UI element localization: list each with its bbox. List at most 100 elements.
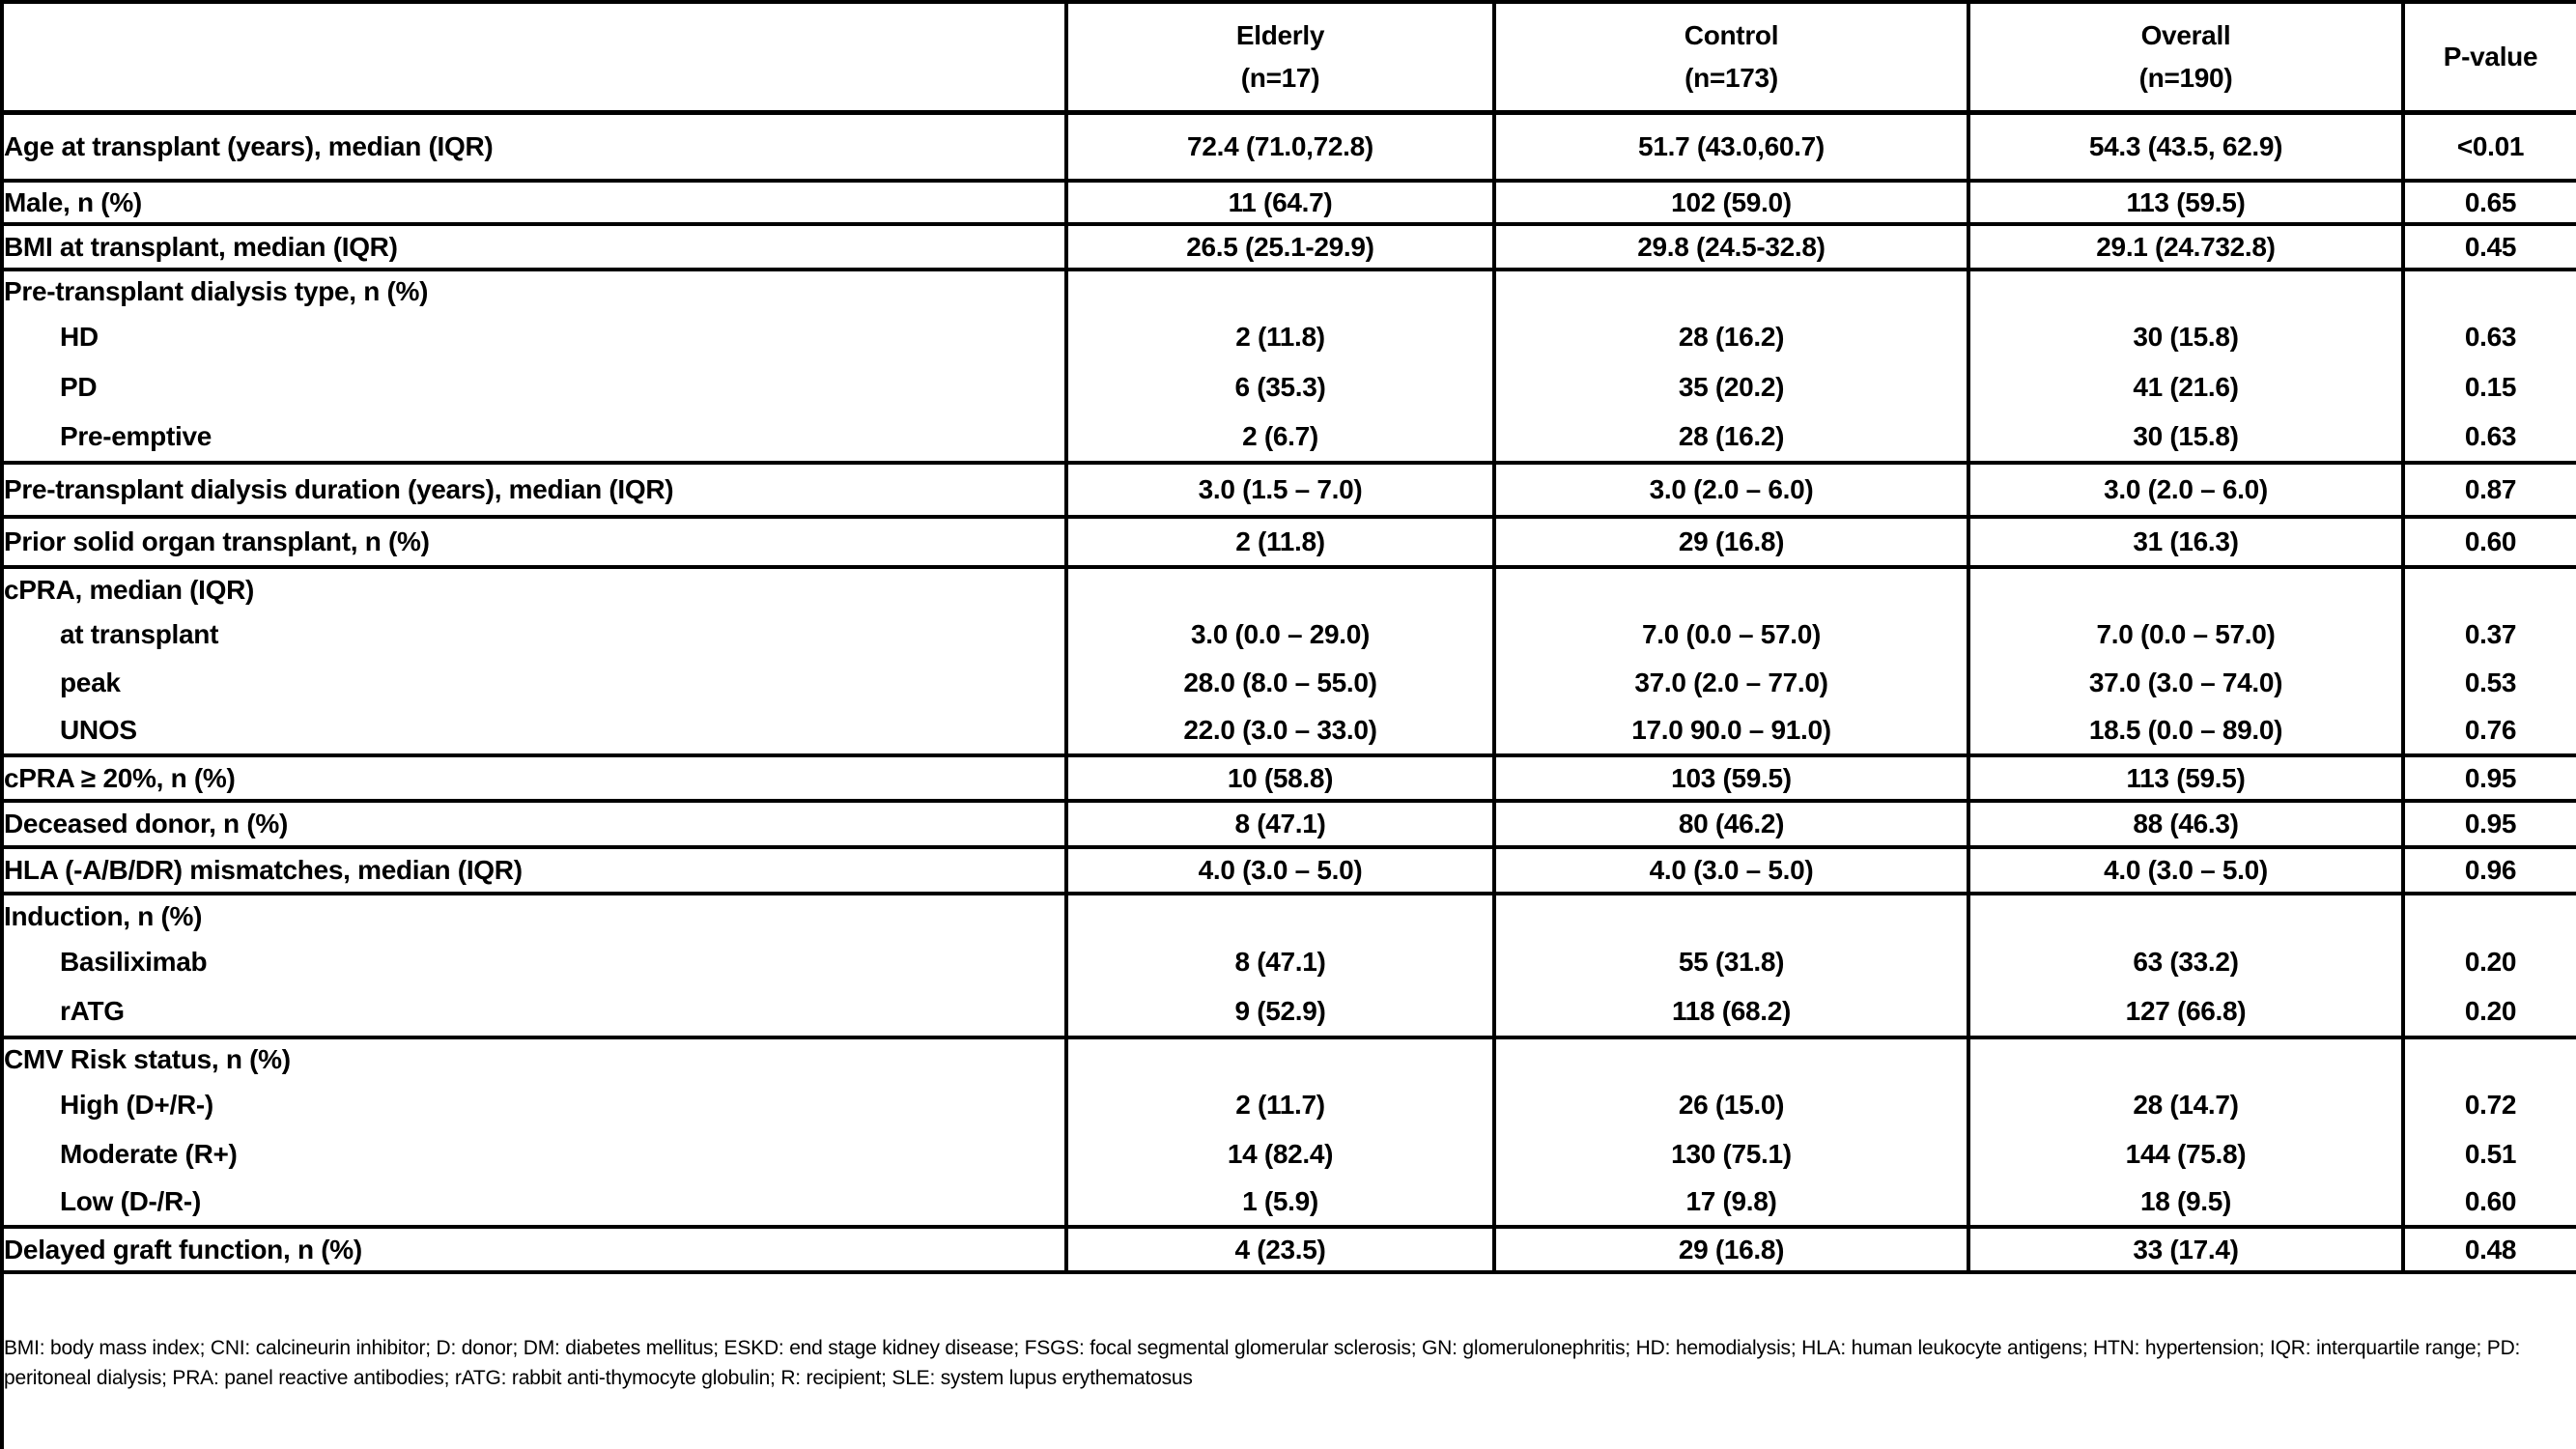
table-row: HLA (-A/B/DR) mismatches, median (IQR) 4… xyxy=(0,845,2576,894)
table-row: BMI at transplant, median (IQR) 26.5 (25… xyxy=(0,222,2576,270)
group-header-row: cPRA, median (IQR) xyxy=(0,565,2576,611)
table-subrow: UNOS 22.0 (3.0 – 33.0) 17.0 90.0 – 91.0)… xyxy=(0,707,2576,755)
cell-control: 17 (9.8) xyxy=(1492,1179,1970,1227)
table-subrow: PD 6 (35.3) 35 (20.2) 41 (21.6) 0.15 xyxy=(0,362,2576,412)
cell-empty xyxy=(1492,892,1970,937)
cell-overall: 18.5 (0.0 – 89.0) xyxy=(1967,707,2405,755)
row-label: peak xyxy=(0,659,1068,707)
cell-elderly: 10 (58.8) xyxy=(1064,753,1496,801)
cell-overall: 18 (9.5) xyxy=(1967,1179,2405,1227)
cell-elderly: 22.0 (3.0 – 33.0) xyxy=(1064,707,1496,755)
cell-control: 29.8 (24.5-32.8) xyxy=(1492,222,1970,270)
cell-control: 51.7 (43.0,60.7) xyxy=(1492,110,1970,181)
table-row: Prior solid organ transplant, n (%) 2 (1… xyxy=(0,515,2576,567)
group-header-row: Pre-transplant dialysis type, n (%) xyxy=(0,268,2576,312)
cell-control: 80 (46.2) xyxy=(1492,799,1970,847)
header-control: Control (n=173) xyxy=(1492,0,1970,115)
table-row: Pre-transplant dialysis duration (years)… xyxy=(0,461,2576,517)
cell-control: 4.0 (3.0 – 5.0) xyxy=(1492,845,1970,894)
cell-control: 103 (59.5) xyxy=(1492,753,1970,801)
group-header-row: Induction, n (%) xyxy=(0,892,2576,937)
cell-overall: 144 (75.8) xyxy=(1967,1129,2405,1179)
cell-control: 29 (16.8) xyxy=(1492,515,1970,567)
cell-empty xyxy=(1967,1036,2405,1080)
footnote-cell: BMI: body mass index; CNI: calcineurin i… xyxy=(0,1270,2576,1449)
cell-pvalue: 0.20 xyxy=(2401,937,2576,987)
cell-pvalue: 0.72 xyxy=(2401,1080,2576,1129)
cell-overall: 4.0 (3.0 – 5.0) xyxy=(1967,845,2405,894)
cell-elderly: 72.4 (71.0,72.8) xyxy=(1064,110,1496,181)
cell-empty xyxy=(2401,268,2576,312)
cell-control: 28 (16.2) xyxy=(1492,312,1970,362)
row-label: HLA (-A/B/DR) mismatches, median (IQR) xyxy=(0,845,1068,894)
cell-pvalue: 0.60 xyxy=(2401,1179,2576,1227)
cell-pvalue: 0.37 xyxy=(2401,611,2576,659)
header-control-n: (n=173) xyxy=(1684,62,1778,93)
cell-overall: 54.3 (43.5, 62.9) xyxy=(1967,110,2405,181)
cell-control: 102 (59.0) xyxy=(1492,179,1970,224)
group-label: Induction, n (%) xyxy=(0,892,1068,937)
header-blank-cell xyxy=(0,0,1068,115)
row-label: rATG xyxy=(0,987,1068,1037)
row-label: Delayed graft function, n (%) xyxy=(0,1225,1068,1272)
cell-pvalue: 0.76 xyxy=(2401,707,2576,755)
header-overall-n: (n=190) xyxy=(2138,62,2233,93)
cell-overall: 3.0 (2.0 – 6.0) xyxy=(1967,461,2405,517)
row-label: Moderate (R+) xyxy=(0,1129,1068,1179)
table-row: Age at transplant (years), median (IQR) … xyxy=(0,110,2576,181)
cell-elderly: 26.5 (25.1-29.9) xyxy=(1064,222,1496,270)
cell-control: 37.0 (2.0 – 77.0) xyxy=(1492,659,1970,707)
cell-overall: 113 (59.5) xyxy=(1967,179,2405,224)
cell-overall: 127 (66.8) xyxy=(1967,987,2405,1037)
cell-empty xyxy=(1492,565,1970,611)
footnote-row: BMI: body mass index; CNI: calcineurin i… xyxy=(0,1270,2576,1449)
cell-pvalue: 0.48 xyxy=(2401,1225,2576,1272)
row-label: Pre-emptive xyxy=(0,412,1068,463)
row-label: Low (D-/R-) xyxy=(0,1179,1068,1227)
cell-empty xyxy=(2401,565,2576,611)
row-label: Basiliximab xyxy=(0,937,1068,987)
table-subrow: Moderate (R+) 14 (82.4) 130 (75.1) 144 (… xyxy=(0,1129,2576,1179)
row-label: UNOS xyxy=(0,707,1068,755)
cell-empty xyxy=(1967,892,2405,937)
cell-pvalue: 0.95 xyxy=(2401,753,2576,801)
cell-empty xyxy=(1492,1036,1970,1080)
cell-elderly: 9 (52.9) xyxy=(1064,987,1496,1037)
cell-pvalue: 0.87 xyxy=(2401,461,2576,517)
cell-empty xyxy=(1064,892,1496,937)
cell-overall: 63 (33.2) xyxy=(1967,937,2405,987)
cell-empty xyxy=(1492,268,1970,312)
cell-pvalue: 0.15 xyxy=(2401,362,2576,412)
cell-elderly: 28.0 (8.0 – 55.0) xyxy=(1064,659,1496,707)
table-row: Delayed graft function, n (%) 4 (23.5) 2… xyxy=(0,1225,2576,1272)
cell-control: 3.0 (2.0 – 6.0) xyxy=(1492,461,1970,517)
cell-overall: 88 (46.3) xyxy=(1967,799,2405,847)
row-label: HD xyxy=(0,312,1068,362)
cell-pvalue: <0.01 xyxy=(2401,110,2576,181)
cell-pvalue: 0.96 xyxy=(2401,845,2576,894)
header-elderly-name: Elderly xyxy=(1235,19,1325,50)
row-label: BMI at transplant, median (IQR) xyxy=(0,222,1068,270)
cell-control: 7.0 (0.0 – 57.0) xyxy=(1492,611,1970,659)
cell-pvalue: 0.63 xyxy=(2401,312,2576,362)
group-label: cPRA, median (IQR) xyxy=(0,565,1068,611)
cell-overall: 37.0 (3.0 – 74.0) xyxy=(1967,659,2405,707)
header-pvalue: P-value xyxy=(2401,0,2576,115)
cell-elderly: 11 (64.7) xyxy=(1064,179,1496,224)
cell-control: 130 (75.1) xyxy=(1492,1129,1970,1179)
cell-pvalue: 0.60 xyxy=(2401,515,2576,567)
cell-elderly: 4.0 (3.0 – 5.0) xyxy=(1064,845,1496,894)
cell-overall: 31 (16.3) xyxy=(1967,515,2405,567)
cell-elderly: 6 (35.3) xyxy=(1064,362,1496,412)
cell-overall: 30 (15.8) xyxy=(1967,412,2405,463)
row-label: PD xyxy=(0,362,1068,412)
abbreviations-footnote: BMI: body mass index; CNI: calcineurin i… xyxy=(4,1336,2521,1389)
table-subrow: at transplant 3.0 (0.0 – 29.0) 7.0 (0.0 … xyxy=(0,611,2576,659)
cell-control: 55 (31.8) xyxy=(1492,937,1970,987)
cell-empty xyxy=(1064,268,1496,312)
row-label: Age at transplant (years), median (IQR) xyxy=(0,110,1068,181)
row-label: Pre-transplant dialysis duration (years)… xyxy=(0,461,1068,517)
cell-elderly: 2 (11.7) xyxy=(1064,1080,1496,1129)
cell-control: 35 (20.2) xyxy=(1492,362,1970,412)
table-subrow: HD 2 (11.8) 28 (16.2) 30 (15.8) 0.63 xyxy=(0,312,2576,362)
